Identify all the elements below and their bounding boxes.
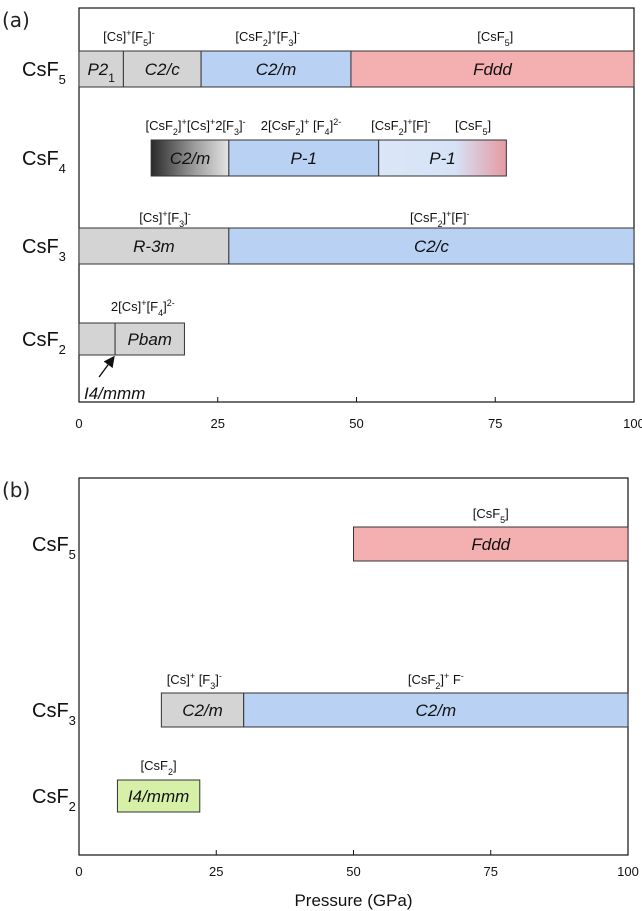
composition-annotation: [CsF2]+[F3]- <box>235 28 300 48</box>
phase-bar <box>114 322 185 356</box>
composition-annotation: [CsF2]+[F]- <box>371 117 431 137</box>
compound-label: CsF2 <box>32 786 76 814</box>
phase-bar <box>350 50 635 88</box>
phase-bar <box>378 139 507 177</box>
panel-a: (a) 0 25 50 75 100 CsF5 P21 C2/c C2/m Fddd CsF4 C2/m… <box>2 7 642 431</box>
phase-label: Fddd <box>471 535 510 554</box>
phase-bar <box>122 50 202 88</box>
compound-label: CsF3 <box>32 700 76 728</box>
pointer-arrow <box>98 355 115 378</box>
composition-annotation: [Cs]+[F5]- <box>103 28 155 48</box>
phase-label: C2/m <box>170 149 211 168</box>
phase-label: C2/c <box>414 237 449 256</box>
composition-annotation: [CsF2]+[Cs]+2[F3]- <box>145 117 245 137</box>
phase-label: C2/c <box>145 60 180 79</box>
phase-bar <box>160 692 245 728</box>
compound-label: CsF5 <box>22 59 66 87</box>
panel-b: (b) 0 25 50 75 100 Pressure (GPa) CsF5 Fddd CsF3 C… <box>2 477 639 910</box>
x-tick-label: 25 <box>211 416 225 431</box>
phase-bar <box>116 779 201 813</box>
panel-label: (a) <box>2 8 30 32</box>
phase-bar <box>78 322 116 356</box>
compound-label: CsF4 <box>22 148 66 176</box>
compound-label: CsF3 <box>22 236 66 264</box>
composition-annotation: [Cs]+ [F3]- <box>167 671 222 691</box>
phase-bar <box>353 526 629 562</box>
x-tick-label: 50 <box>349 416 363 431</box>
phase-label: Fddd <box>473 60 512 79</box>
x-axis-label: Pressure (GPa) <box>294 891 412 910</box>
phase-label: R-3m <box>133 237 175 256</box>
x-tick-label: 75 <box>484 864 498 879</box>
phase-bar <box>150 139 230 177</box>
phase-label: P21 <box>87 60 115 85</box>
composition-annotation: 2[CsF2]+ [F4]2- <box>261 117 341 137</box>
x-tick-label: 100 <box>617 864 639 879</box>
phase-label: I4/mmm <box>84 384 145 403</box>
phase-label: P-1 <box>291 149 317 168</box>
composition-annotation: [CsF5] <box>455 118 491 137</box>
composition-annotation: [CsF5] <box>473 506 509 525</box>
phase-label: Pbam <box>128 330 172 349</box>
phase-label: C2/m <box>256 60 297 79</box>
compound-label: CsF5 <box>32 534 76 562</box>
phase-label: C2/m <box>182 701 223 720</box>
composition-annotation: [CsF2]+[F]- <box>410 209 470 229</box>
phase-bar <box>228 227 635 265</box>
x-tick-label: 75 <box>488 416 502 431</box>
phase-label: I4/mmm <box>128 787 189 806</box>
phase-label: C2/m <box>416 701 457 720</box>
x-tick-label: 100 <box>623 416 642 431</box>
compound-label: CsF2 <box>22 329 66 357</box>
x-tick-label: 50 <box>346 864 360 879</box>
composition-annotation: 2[Cs]+[F4]2- <box>111 298 175 318</box>
composition-annotation: [CsF2] <box>141 758 177 777</box>
phase-bar <box>200 50 352 88</box>
composition-annotation: [CsF5] <box>477 29 513 48</box>
phase-bar <box>243 692 629 728</box>
panel-label: (b) <box>2 478 30 502</box>
phase-label: P-1 <box>429 149 455 168</box>
x-tick-label: 25 <box>209 864 223 879</box>
composition-annotation: [CsF2]+ F- <box>408 671 464 691</box>
x-tick-label: 0 <box>75 416 82 431</box>
composition-annotation: [Cs]+[F3]- <box>139 209 191 229</box>
phase-bar <box>78 227 230 265</box>
phase-bar <box>78 50 124 88</box>
x-tick-label: 0 <box>75 864 82 879</box>
